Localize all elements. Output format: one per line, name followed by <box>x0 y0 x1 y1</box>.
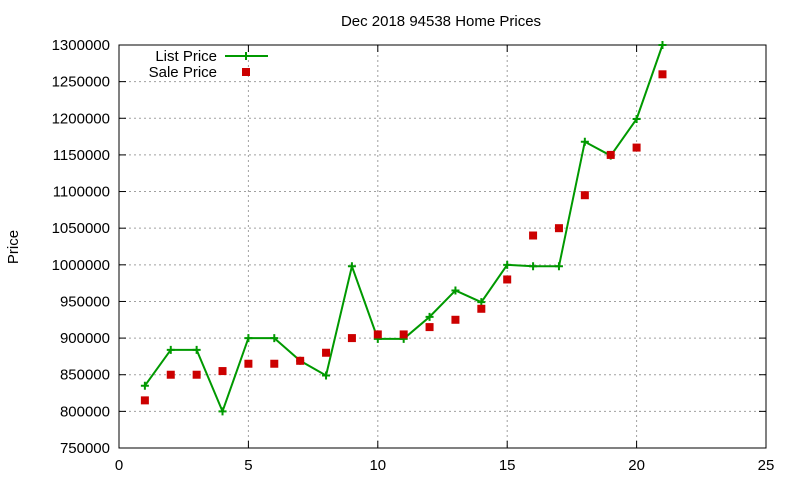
y-axis-label: Price <box>5 230 22 264</box>
y-tick-label: 850000 <box>60 367 110 384</box>
sale-price-point <box>244 359 253 368</box>
list-price-point <box>270 334 279 343</box>
list-price-point <box>503 260 512 269</box>
list-price-point <box>529 262 538 271</box>
x-tick-label: 5 <box>244 457 252 474</box>
plot-frame <box>118 44 767 449</box>
chart-title: Dec 2018 94538 Home Prices <box>341 13 541 30</box>
sale-price-point <box>218 367 227 376</box>
list-price-point <box>451 286 460 295</box>
y-tick-label: 1250000 <box>52 74 110 91</box>
list-price-point <box>166 345 175 354</box>
sale-price-point <box>658 70 667 79</box>
list-price-point <box>140 381 149 390</box>
sale-price-point <box>166 370 175 379</box>
y-tick-label: 1150000 <box>53 147 110 164</box>
sale-price-point <box>529 231 538 240</box>
grid <box>119 45 766 448</box>
y-tick-label: 800000 <box>60 403 110 420</box>
legend-label-list-price: List Price <box>155 48 217 65</box>
list-price-point <box>425 312 434 321</box>
x-tick-label: 10 <box>369 457 386 474</box>
legend-swatch-sale-price <box>242 68 250 76</box>
x-tick-label: 20 <box>628 457 645 474</box>
series <box>140 41 667 416</box>
y-tick-label: 1050000 <box>52 220 110 237</box>
sale-price-point <box>296 356 305 365</box>
y-tick-label: 950000 <box>60 293 110 310</box>
sale-price-point <box>399 330 408 339</box>
list-price-point <box>192 345 201 354</box>
list-price-point <box>554 262 563 271</box>
list-price-point <box>347 262 356 271</box>
y-tick-label: 1100000 <box>53 184 110 201</box>
sale-price-point <box>477 304 486 313</box>
list-price-point <box>244 334 253 343</box>
y-tick-label: 900000 <box>60 330 110 347</box>
axis-ticks: 7500008000008500009000009500001000000105… <box>52 37 775 474</box>
sale-price-point <box>347 334 356 343</box>
sale-price-point <box>140 396 149 405</box>
list-price-point <box>218 407 227 416</box>
x-tick-label: 15 <box>499 457 516 474</box>
sale-price-point <box>270 359 279 368</box>
sale-price-point <box>632 143 641 152</box>
x-tick-label: 25 <box>758 457 775 474</box>
sale-price-point <box>606 150 615 159</box>
y-tick-label: 1300000 <box>52 37 110 54</box>
sale-price-point <box>554 224 563 233</box>
y-tick-label: 1000000 <box>52 257 110 274</box>
y-tick-label: 750000 <box>60 440 110 457</box>
x-tick-label: 0 <box>115 457 123 474</box>
list-price-point <box>322 371 331 380</box>
list-price-point <box>658 41 667 49</box>
sale-price-point <box>373 330 382 339</box>
sale-price-point <box>425 323 434 332</box>
list-price-point <box>580 137 589 146</box>
y-tick-label: 1200000 <box>52 110 110 127</box>
sale-price-point <box>322 348 331 357</box>
sale-price-point <box>580 191 589 200</box>
sale-price-point <box>451 315 460 324</box>
sale-price-point <box>503 275 512 284</box>
legend-swatch-list-price-marker <box>242 52 250 60</box>
legend-label-sale-price: Sale Price <box>149 64 217 81</box>
list-price-point <box>632 115 641 124</box>
sale-price-point <box>192 370 201 379</box>
